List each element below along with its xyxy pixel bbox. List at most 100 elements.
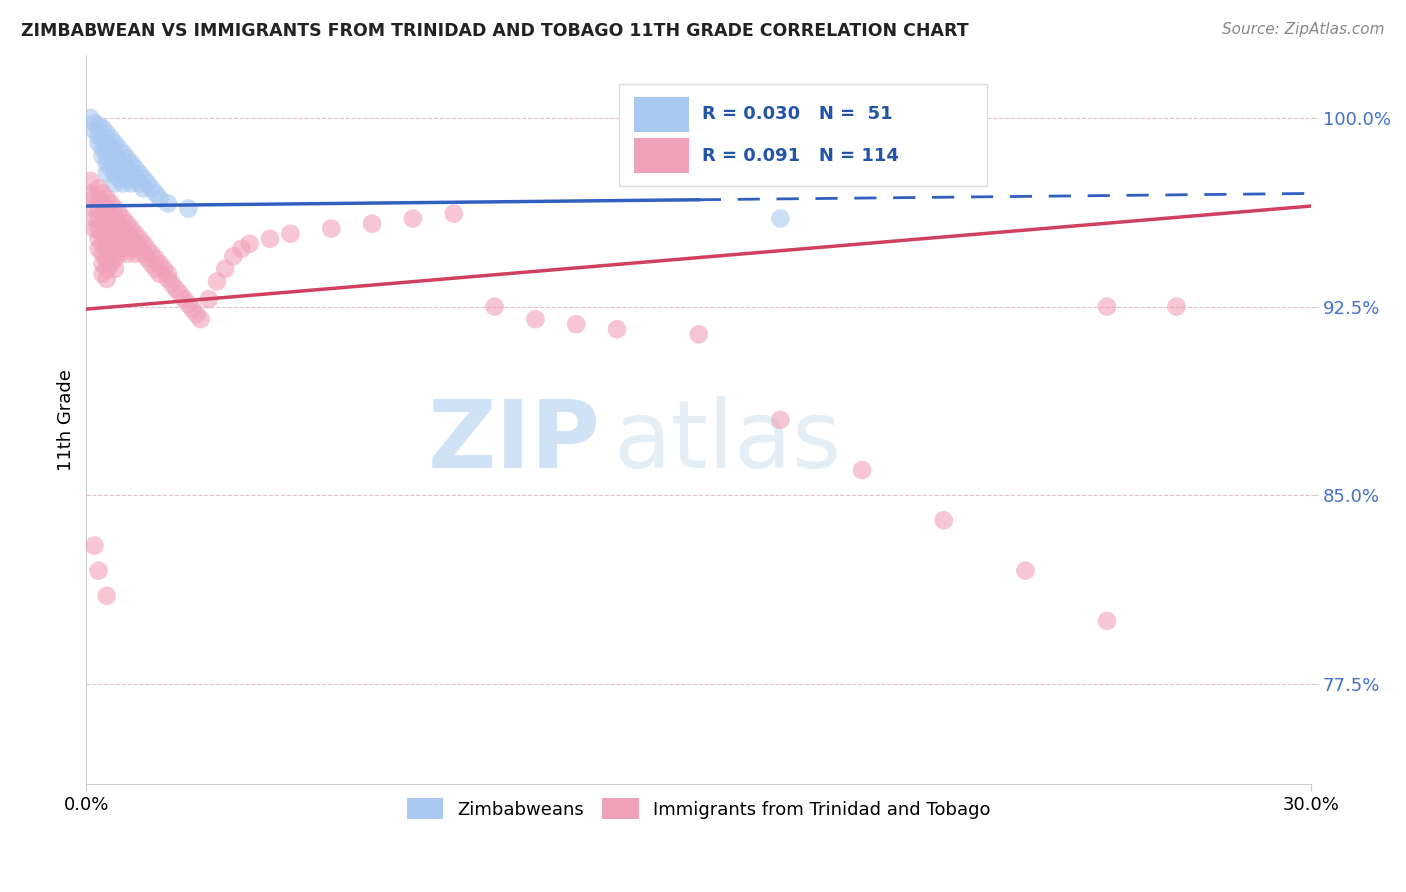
Point [132,247,155,261]
Point [96,211,118,226]
Point [87,192,110,206]
Point [1014,564,1036,578]
Point [136,252,159,266]
Text: atlas: atlas [613,396,841,488]
Point [96,261,118,276]
Point [153,261,176,276]
Point [132,236,155,251]
Point [231,242,253,256]
Point [124,247,146,261]
Point [83,221,105,235]
Point [108,206,131,220]
Point [104,156,127,170]
Point [115,161,138,176]
FancyBboxPatch shape [619,85,987,186]
Point [108,236,131,251]
Point [156,272,179,286]
Point [149,257,172,271]
Point [149,267,172,281]
Point [100,247,122,261]
Point [606,322,628,336]
Point [96,146,118,161]
Point [91,196,114,211]
Text: ZIMBABWEAN VS IMMIGRANTS FROM TRINIDAD AND TOBAGO 11TH GRADE CORRELATION CHART: ZIMBABWEAN VS IMMIGRANTS FROM TRINIDAD A… [21,22,969,40]
Point [205,275,228,289]
Point [87,136,110,150]
Point [1095,300,1118,314]
Point [96,242,118,256]
Point [91,236,114,251]
Point [104,146,127,161]
Point [108,227,131,241]
Point [104,242,127,256]
Point [173,292,195,306]
Point [96,589,118,603]
Point [87,119,110,133]
Point [156,267,179,281]
Text: R = 0.091   N = 114: R = 0.091 N = 114 [703,147,900,165]
Point [120,221,142,235]
Point [177,297,200,311]
Text: R = 0.030   N =  51: R = 0.030 N = 51 [703,105,893,123]
Point [83,211,105,226]
Point [91,121,114,136]
Point [100,196,122,211]
FancyBboxPatch shape [634,96,689,132]
Point [91,149,114,163]
Point [96,202,118,216]
Point [141,257,163,271]
Point [169,287,191,301]
Point [222,249,245,263]
Point [87,128,110,143]
Point [83,539,105,553]
Point [87,221,110,235]
Point [104,252,127,266]
Point [104,166,127,180]
Point [112,232,135,246]
Point [108,247,131,261]
Point [145,261,167,276]
Point [769,211,792,226]
Point [104,211,127,226]
Point [1166,300,1188,314]
Point [112,211,135,226]
Point [120,242,142,256]
Point [96,126,118,140]
Point [87,181,110,195]
Point [100,206,122,220]
Point [91,227,114,241]
Point [83,192,105,206]
Point [259,232,281,246]
Point [83,123,105,137]
Point [120,166,142,180]
Point [100,236,122,251]
Point [96,192,118,206]
Point [104,232,127,246]
Point [145,252,167,266]
Point [851,463,873,477]
Point [128,232,150,246]
Point [165,282,187,296]
Point [87,211,110,226]
Point [96,136,118,150]
Point [186,307,208,321]
Point [104,136,127,150]
Point [96,252,118,266]
Point [100,151,122,165]
Point [87,232,110,246]
Point [108,171,131,186]
Point [108,141,131,155]
Y-axis label: 11th Grade: 11th Grade [58,369,75,471]
Point [932,513,955,527]
Point [108,161,131,176]
Point [96,166,118,180]
Point [132,181,155,195]
Point [124,236,146,251]
Point [149,192,172,206]
Point [124,227,146,241]
Point [115,227,138,241]
Point [112,146,135,161]
Point [91,257,114,271]
Point [124,161,146,176]
Point [115,171,138,186]
